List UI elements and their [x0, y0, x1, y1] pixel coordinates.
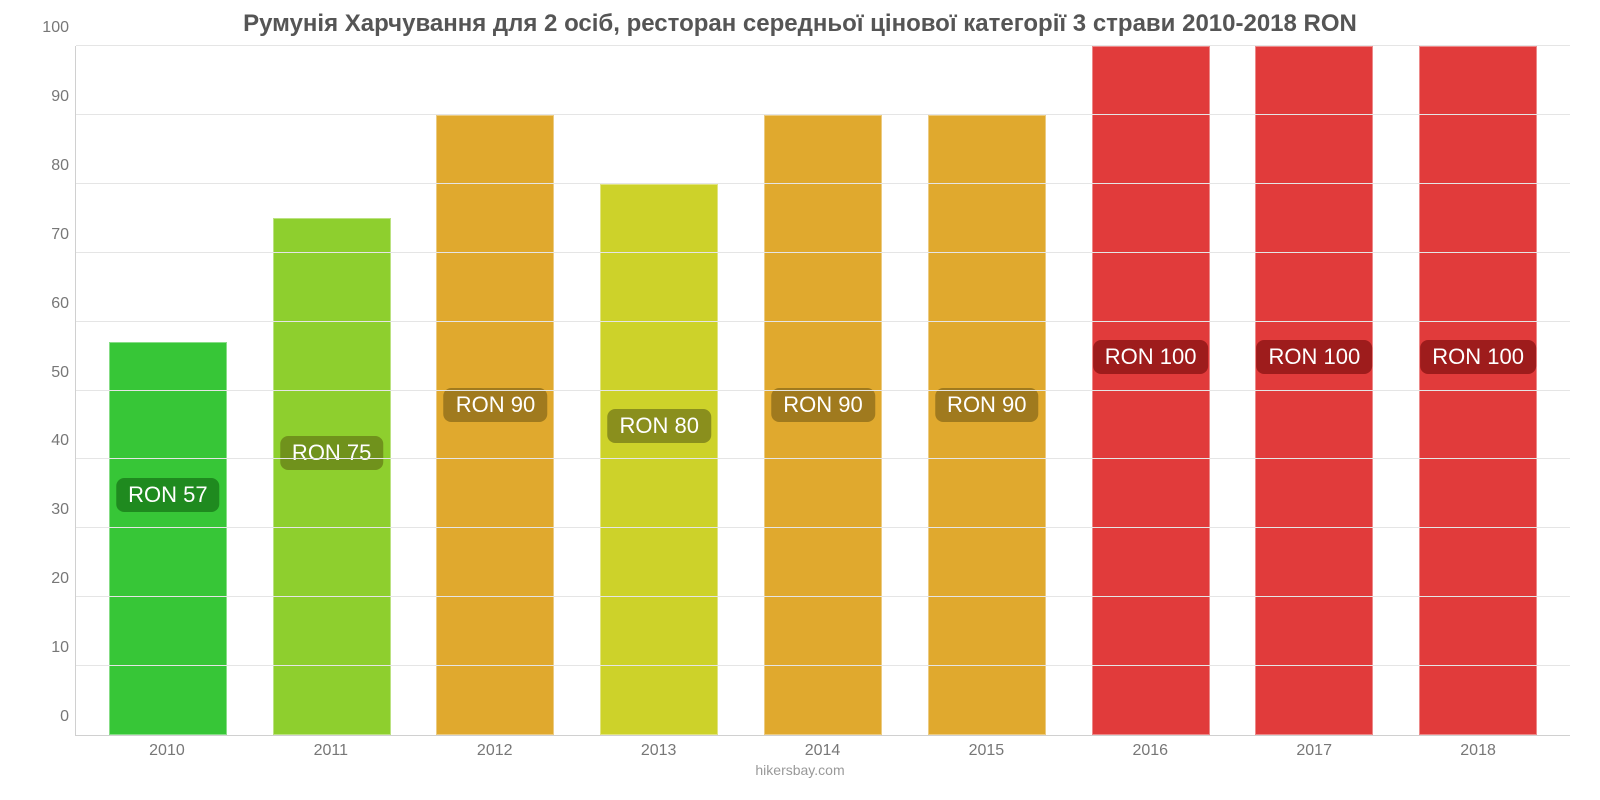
- bar: [928, 115, 1046, 735]
- x-tick-label: 2016: [1068, 742, 1232, 760]
- y-tick-label: 80: [31, 157, 69, 175]
- x-tick-label: 2011: [249, 742, 413, 760]
- bars-layer: RON 57 RON 75 RON 90 RON 80 RON 90 RON 90 RON …: [76, 46, 1570, 735]
- y-tick-label: 30: [31, 501, 69, 519]
- bar: [1419, 46, 1537, 735]
- bar-slot: RON 100: [1069, 46, 1233, 735]
- value-label: RON 90: [444, 388, 547, 422]
- x-tick-label: 2018: [1396, 742, 1560, 760]
- bar-slot: RON 90: [741, 46, 905, 735]
- y-tick-label: 60: [31, 295, 69, 313]
- plot-area: RON 57 RON 75 RON 90 RON 80 RON 90 RON 90 RON …: [75, 46, 1570, 736]
- value-label: RON 90: [771, 388, 874, 422]
- y-tick-label: 100: [31, 19, 69, 37]
- bar-slot: RON 90: [905, 46, 1069, 735]
- value-label: RON 100: [1093, 340, 1209, 374]
- bar: [1255, 46, 1373, 735]
- y-tick-label: 10: [31, 639, 69, 657]
- grid-line: [76, 183, 1570, 184]
- x-tick-label: 2013: [577, 742, 741, 760]
- x-tick-label: 2017: [1232, 742, 1396, 760]
- bar: [109, 342, 227, 735]
- grid-line: [76, 390, 1570, 391]
- grid-line: [76, 458, 1570, 459]
- x-tick-label: 2010: [85, 742, 249, 760]
- y-tick-label: 40: [31, 432, 69, 450]
- bar-slot: RON 100: [1396, 46, 1560, 735]
- value-label: RON 100: [1420, 340, 1536, 374]
- bar-slot: RON 80: [577, 46, 741, 735]
- bar: [1092, 46, 1210, 735]
- bar-slot: RON 57: [86, 46, 250, 735]
- chart-title: Румунія Харчування для 2 осіб, ресторан …: [20, 10, 1580, 38]
- y-tick-label: 50: [31, 364, 69, 382]
- y-tick-label: 20: [31, 570, 69, 588]
- grid-line: [76, 114, 1570, 115]
- chart-source: hikersbay.com: [20, 762, 1580, 778]
- bar-slot: RON 90: [414, 46, 578, 735]
- grid-line: [76, 665, 1570, 666]
- y-tick-label: 70: [31, 226, 69, 244]
- bar-slot: RON 75: [250, 46, 414, 735]
- value-label: RON 75: [280, 436, 383, 470]
- x-tick-label: 2012: [413, 742, 577, 760]
- bar-slot: RON 100: [1232, 46, 1396, 735]
- y-tick-label: 90: [31, 88, 69, 106]
- x-axis-labels: 201020112012201320142015201620172018: [75, 742, 1570, 760]
- value-label: RON 100: [1257, 340, 1373, 374]
- grid-line: [76, 321, 1570, 322]
- bar: [436, 115, 554, 735]
- value-label: RON 57: [116, 478, 219, 512]
- grid-line: [76, 527, 1570, 528]
- value-label: RON 90: [935, 388, 1038, 422]
- bar: [600, 184, 718, 735]
- x-tick-label: 2015: [904, 742, 1068, 760]
- grid-line: [76, 45, 1570, 46]
- grid-line: [76, 252, 1570, 253]
- value-label: RON 80: [607, 409, 710, 443]
- bar: [764, 115, 882, 735]
- chart-container: Румунія Харчування для 2 осіб, ресторан …: [0, 0, 1600, 800]
- x-tick-label: 2014: [741, 742, 905, 760]
- grid-line: [76, 596, 1570, 597]
- bar: [273, 218, 391, 735]
- y-tick-label: 0: [31, 708, 69, 726]
